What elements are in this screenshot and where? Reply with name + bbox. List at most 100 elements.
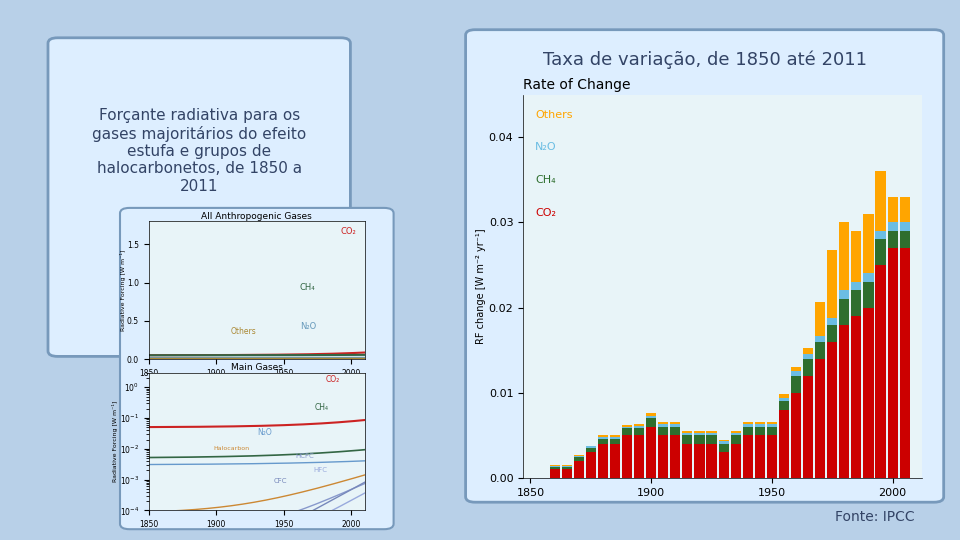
Bar bbox=[622, 428, 632, 435]
Bar bbox=[852, 231, 861, 282]
Bar bbox=[755, 424, 765, 427]
Bar bbox=[828, 318, 837, 325]
Bar bbox=[562, 467, 572, 469]
Bar bbox=[755, 422, 765, 424]
Bar bbox=[863, 214, 874, 273]
Bar bbox=[562, 466, 572, 467]
Text: HFC: HFC bbox=[313, 467, 327, 472]
Bar bbox=[852, 316, 861, 478]
Bar bbox=[598, 438, 608, 444]
Text: CO₂: CO₂ bbox=[341, 227, 356, 236]
Bar bbox=[863, 282, 874, 307]
Bar bbox=[888, 248, 898, 478]
Bar bbox=[779, 398, 789, 401]
Bar bbox=[694, 433, 705, 435]
Y-axis label: Radiative Forcing [W m⁻¹]: Radiative Forcing [W m⁻¹] bbox=[120, 249, 126, 331]
Bar bbox=[876, 171, 886, 231]
Bar bbox=[839, 291, 850, 299]
Bar bbox=[900, 248, 910, 478]
Bar bbox=[804, 354, 813, 359]
Bar bbox=[549, 469, 560, 478]
Bar bbox=[815, 301, 826, 336]
Bar bbox=[718, 453, 729, 478]
Bar bbox=[731, 433, 741, 435]
Bar bbox=[622, 435, 632, 478]
Text: HCFC: HCFC bbox=[296, 453, 315, 459]
Bar bbox=[863, 273, 874, 282]
Bar bbox=[755, 435, 765, 478]
Bar bbox=[876, 239, 886, 265]
Bar bbox=[707, 435, 716, 444]
Bar bbox=[839, 222, 850, 291]
Bar bbox=[598, 437, 608, 438]
Bar bbox=[767, 424, 777, 427]
Text: Others: Others bbox=[535, 110, 573, 120]
Bar bbox=[767, 435, 777, 478]
Bar bbox=[852, 291, 861, 316]
Bar bbox=[646, 418, 657, 427]
Bar bbox=[670, 422, 681, 424]
Bar bbox=[574, 457, 584, 461]
Bar bbox=[707, 444, 716, 478]
Title: Main Gases: Main Gases bbox=[230, 363, 283, 372]
Bar bbox=[694, 444, 705, 478]
Bar bbox=[634, 435, 644, 478]
Bar bbox=[791, 367, 801, 372]
Bar bbox=[767, 422, 777, 424]
Bar bbox=[659, 427, 668, 435]
Bar bbox=[610, 437, 620, 438]
Text: CH₄: CH₄ bbox=[315, 403, 329, 412]
Bar bbox=[743, 435, 753, 478]
Text: N₂O: N₂O bbox=[257, 428, 272, 436]
Bar bbox=[562, 465, 572, 466]
Bar bbox=[549, 467, 560, 469]
Bar bbox=[707, 433, 716, 435]
Bar bbox=[863, 307, 874, 478]
Text: Rate of Change: Rate of Change bbox=[523, 78, 631, 92]
Bar bbox=[707, 431, 716, 433]
Text: Halocarbon: Halocarbon bbox=[214, 446, 250, 451]
Bar bbox=[876, 231, 886, 239]
Bar bbox=[598, 435, 608, 437]
Bar bbox=[598, 444, 608, 478]
Bar bbox=[659, 435, 668, 478]
Bar bbox=[900, 222, 910, 231]
Bar bbox=[852, 282, 861, 291]
Bar bbox=[562, 469, 572, 478]
Text: Others: Others bbox=[230, 327, 256, 336]
Bar bbox=[888, 231, 898, 248]
Bar bbox=[610, 444, 620, 478]
Bar bbox=[804, 359, 813, 376]
Bar bbox=[646, 416, 657, 418]
Bar bbox=[743, 422, 753, 424]
Bar bbox=[683, 431, 692, 433]
Text: N₂O: N₂O bbox=[300, 322, 316, 331]
Bar bbox=[586, 448, 596, 453]
Bar bbox=[791, 393, 801, 478]
Bar bbox=[718, 441, 729, 444]
Bar bbox=[610, 438, 620, 444]
Bar bbox=[694, 431, 705, 433]
Bar bbox=[549, 465, 560, 466]
Bar bbox=[634, 424, 644, 426]
Bar bbox=[767, 427, 777, 435]
Bar bbox=[718, 444, 729, 453]
Bar bbox=[900, 231, 910, 248]
Bar bbox=[839, 325, 850, 478]
Bar bbox=[586, 446, 596, 447]
Text: Forçante radiativa para os
gases majoritários do efeito
estufa e grupos de
haloc: Forçante radiativa para os gases majorit… bbox=[92, 108, 306, 194]
Bar bbox=[646, 427, 657, 478]
Text: Taxa de variação, de 1850 até 2011: Taxa de variação, de 1850 até 2011 bbox=[542, 50, 867, 69]
Bar bbox=[791, 372, 801, 376]
Bar bbox=[888, 222, 898, 231]
Bar bbox=[888, 197, 898, 222]
Bar bbox=[683, 433, 692, 435]
Text: CH₄: CH₄ bbox=[300, 284, 316, 292]
Bar bbox=[574, 456, 584, 457]
Text: Fonte: IPCC: Fonte: IPCC bbox=[835, 510, 915, 524]
Bar bbox=[839, 299, 850, 325]
Text: CO₂: CO₂ bbox=[325, 375, 340, 384]
Bar bbox=[683, 435, 692, 444]
Bar bbox=[804, 376, 813, 478]
Bar bbox=[828, 249, 837, 318]
